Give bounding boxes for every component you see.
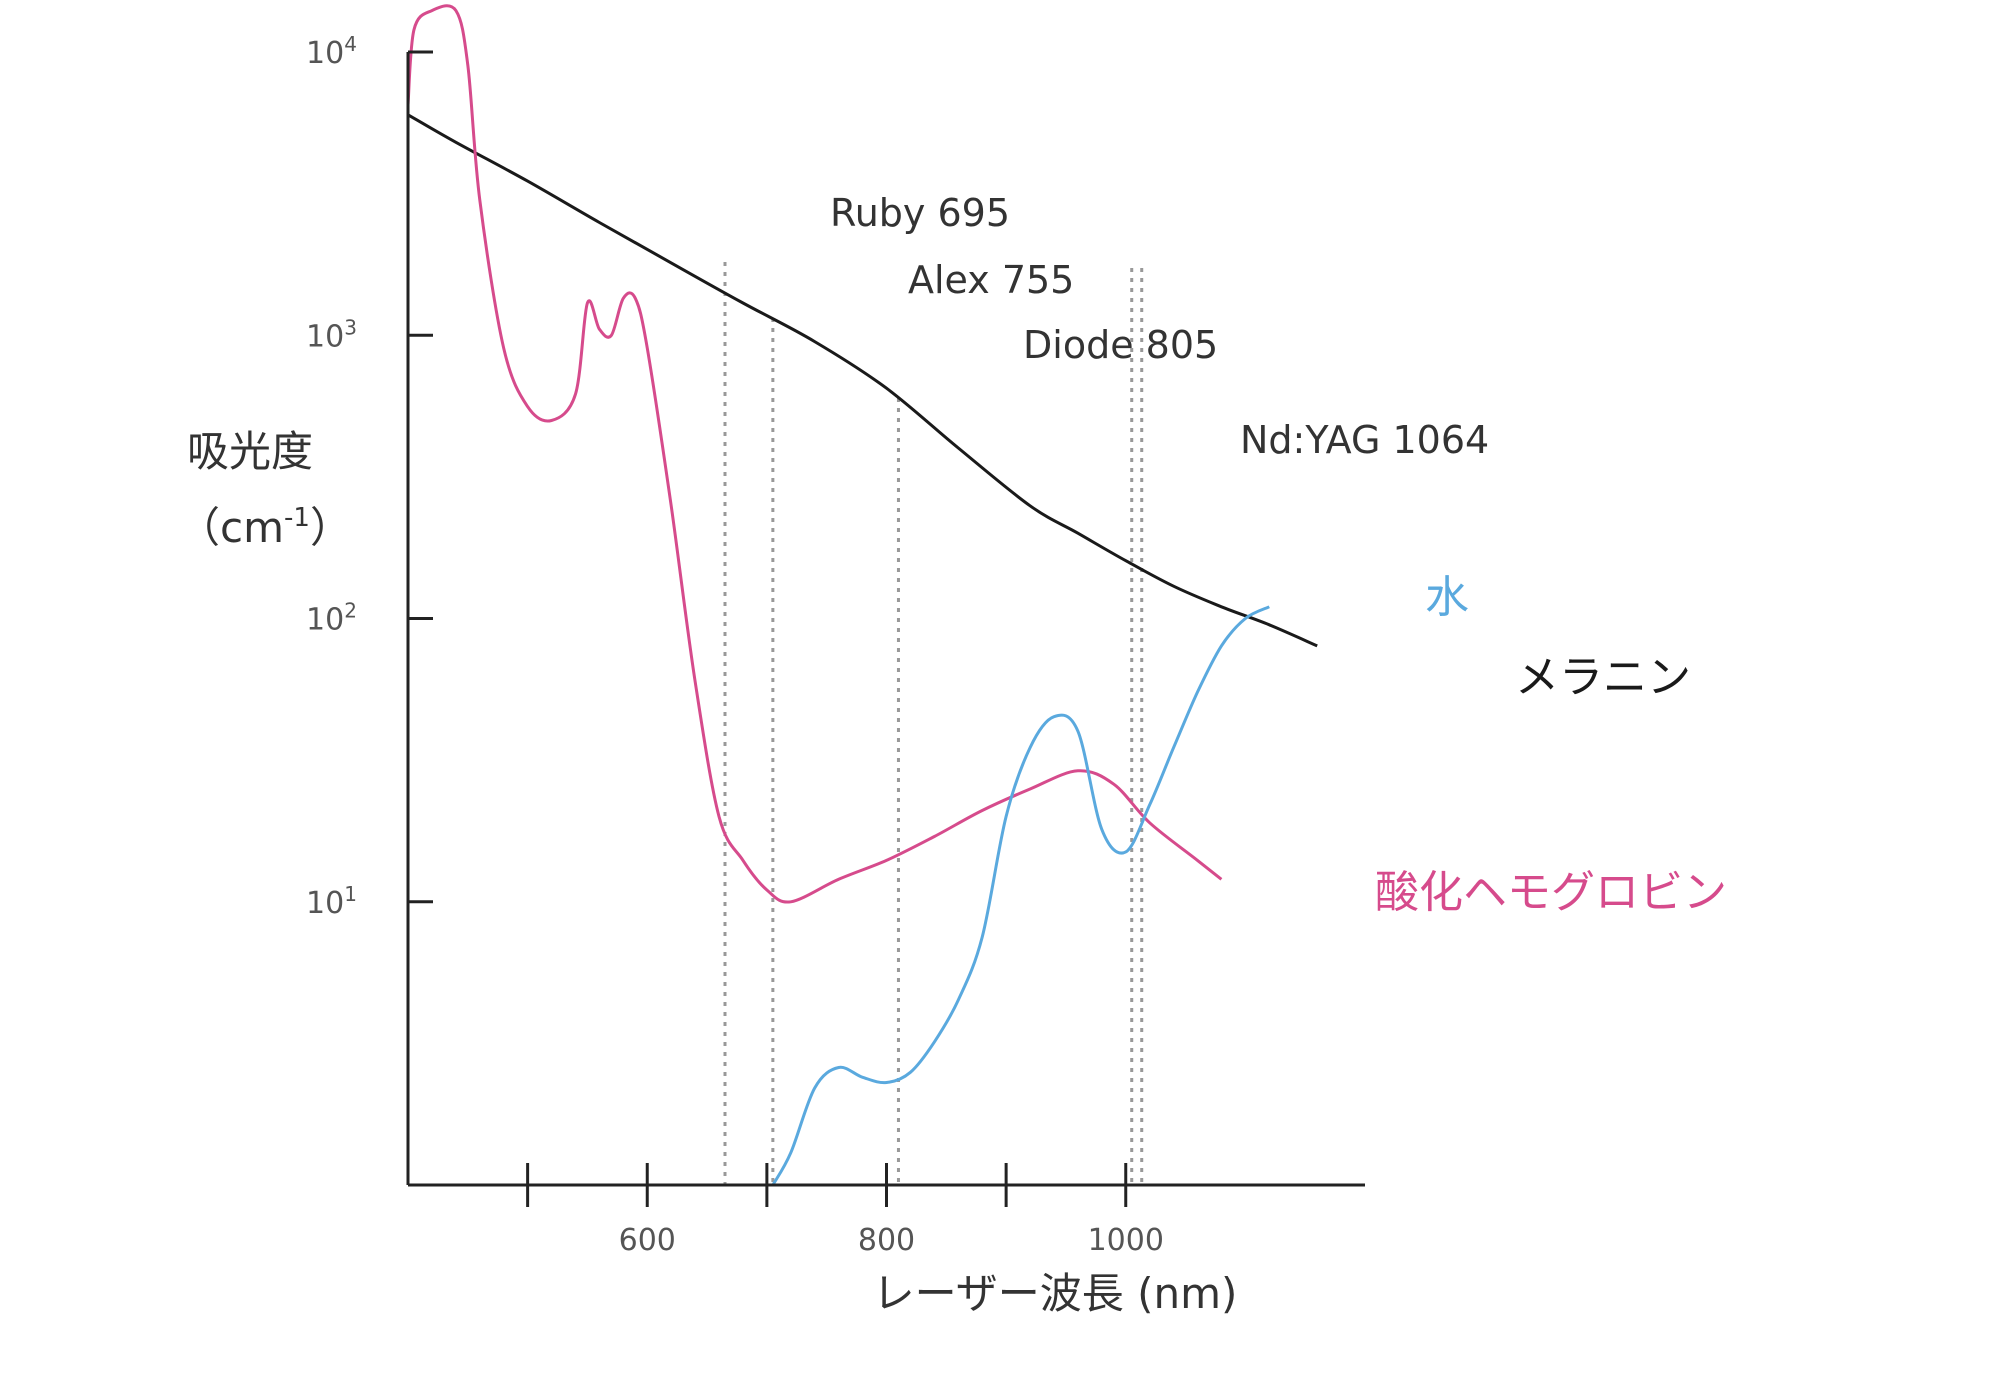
y-tick-label-10: 101 [306, 882, 357, 921]
laser-lines-group: Ruby 695 Alex 755 Diode 805 Nd:YAG 1064 [723, 191, 1489, 1185]
y-axis-unit-exponent: -1 [284, 503, 310, 533]
y-tick-label-100: 102 [306, 599, 357, 638]
series-label-water: 水 [1425, 572, 1469, 623]
series-line-oxyhemoglobin [406, 4, 1223, 904]
y-tick-exponent: 1 [344, 882, 357, 906]
laser-label-ruby-695: Ruby 695 [830, 191, 1010, 235]
y-tick-base: 10 [306, 603, 344, 638]
series-label-melanin: メラニン [1515, 652, 1691, 703]
y-tick-exponent: 4 [344, 32, 357, 56]
series-line-melanin [407, 113, 1318, 648]
y-tick-label-10000: 104 [306, 32, 357, 71]
laser-label-nd-yag-1064: Nd:YAG 1064 [1240, 418, 1489, 462]
y-tick-base: 10 [306, 886, 344, 921]
x-axis-title: レーザー波長 (nm) [873, 1269, 1238, 1318]
y-tick-label-1000: 103 [306, 315, 357, 354]
y-axis-title: 吸光度 [187, 427, 313, 476]
x-tick-label-1000: 1000 [1088, 1223, 1164, 1258]
x-tick-label-800: 800 [858, 1223, 915, 1258]
series-label-oxyhemoglobin: 酸化ヘモグロビン [1375, 867, 1727, 918]
laser-label-diode-805: Diode 805 [1023, 323, 1218, 367]
laser-label-alex-755: Alex 755 [908, 258, 1074, 302]
y-tick-exponent: 2 [344, 599, 357, 623]
y-axis-unit: （cm-1） [178, 503, 352, 552]
series-line-water [771, 605, 1270, 1186]
labels-group: 吸光度 （cm-1） レーザー波長 (nm) [178, 427, 1237, 1318]
y-tick-base: 10 [306, 36, 344, 71]
y-axis-unit-close: ） [310, 503, 352, 552]
y-tick-exponent: 3 [344, 315, 357, 339]
y-axis-unit-open: （cm [178, 503, 284, 552]
y-tick-base: 10 [306, 319, 344, 354]
x-tick-label-600: 600 [619, 1223, 676, 1258]
